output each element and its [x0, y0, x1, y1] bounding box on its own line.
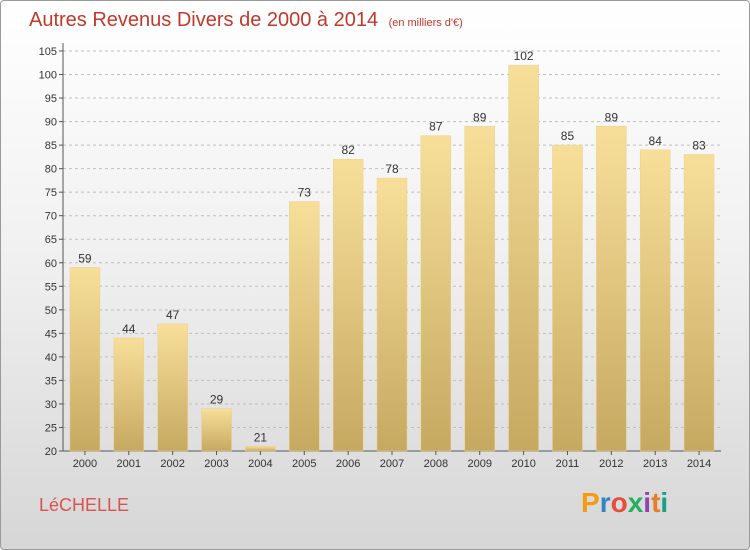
- x-tick-label: 2012: [599, 458, 623, 470]
- y-tick-label: 55: [45, 281, 57, 293]
- bar: [332, 158, 364, 452]
- x-tick-label: 2011: [556, 458, 580, 470]
- x-tick-label: 2003: [204, 458, 228, 470]
- title-block: Autres Revenus Divers de 2000 à 2014 (en…: [29, 9, 463, 32]
- y-tick-label: 70: [45, 211, 57, 223]
- data-label: 73: [298, 186, 312, 200]
- y-tick-label: 60: [45, 258, 57, 270]
- x-tick-label: 2013: [643, 458, 667, 470]
- bar: [245, 446, 276, 452]
- chart-subtitle: (en milliers d'€): [388, 17, 463, 29]
- data-label: 29: [210, 393, 224, 407]
- data-label: 89: [605, 110, 619, 124]
- data-label: 78: [385, 162, 399, 176]
- x-tick-label: 2005: [292, 458, 316, 470]
- bar: [157, 323, 188, 452]
- data-label: 44: [122, 322, 136, 336]
- bar: [113, 337, 145, 452]
- bar: [464, 126, 495, 452]
- brand-letter: r: [599, 487, 611, 518]
- x-tick-label: 2001: [117, 458, 141, 470]
- data-label: 59: [78, 251, 92, 265]
- bar: [201, 408, 232, 452]
- commune-name: LéCHELLE: [39, 495, 130, 515]
- brand-letter: o: [610, 487, 628, 518]
- data-label: 87: [429, 120, 443, 134]
- x-tick-label: 2000: [73, 458, 97, 470]
- y-tick-label: 80: [45, 164, 57, 176]
- brand-letter: i: [643, 487, 652, 518]
- x-tick-label: 2009: [467, 458, 491, 470]
- y-tick-label: 75: [45, 187, 57, 199]
- x-tick-label: 2004: [248, 458, 272, 470]
- brand-logo: Proxiti: [581, 487, 668, 519]
- bar: [596, 126, 627, 452]
- brand-letter: P: [581, 487, 600, 518]
- y-tick-label: 40: [45, 352, 57, 364]
- data-label: 102: [514, 49, 534, 63]
- chart-title: Autres Revenus Divers de 2000 à 2014: [29, 9, 379, 31]
- x-tick-label: 2002: [160, 458, 184, 470]
- data-label: 21: [254, 430, 268, 444]
- bar: [376, 177, 408, 452]
- y-tick-label: 25: [45, 422, 57, 434]
- x-tick-label: 2010: [511, 458, 535, 470]
- bar: [508, 64, 539, 452]
- y-tick-label: 105: [39, 46, 57, 58]
- y-tick-label: 50: [45, 305, 57, 317]
- brand-letter: x: [627, 487, 644, 518]
- x-tick-label: 2006: [336, 458, 360, 470]
- y-tick-label: 65: [45, 234, 57, 246]
- y-tick-label: 85: [45, 140, 57, 152]
- data-label: 82: [341, 143, 355, 157]
- x-tick-label: 2008: [424, 458, 448, 470]
- data-label: 84: [649, 134, 663, 148]
- brand-letter: t: [651, 487, 661, 518]
- brand-letter: i: [660, 487, 669, 518]
- bar: [552, 144, 583, 452]
- bar: [69, 267, 101, 452]
- y-tick-label: 35: [45, 375, 57, 387]
- y-tick-label: 95: [45, 93, 57, 105]
- bar: [420, 135, 452, 452]
- bar: [289, 201, 320, 452]
- x-tick-label: 2014: [687, 458, 711, 470]
- y-tick-label: 45: [45, 328, 57, 340]
- bar: [683, 154, 715, 452]
- bar: [639, 149, 671, 452]
- data-label: 89: [473, 110, 487, 124]
- y-tick-label: 100: [39, 70, 57, 82]
- y-tick-label: 90: [45, 117, 57, 129]
- x-tick-label: 2007: [380, 458, 404, 470]
- data-label: 83: [692, 139, 706, 153]
- data-label: 85: [561, 129, 575, 143]
- y-tick-label: 20: [45, 446, 57, 458]
- data-label: 47: [166, 308, 180, 322]
- y-tick-label: 30: [45, 399, 57, 411]
